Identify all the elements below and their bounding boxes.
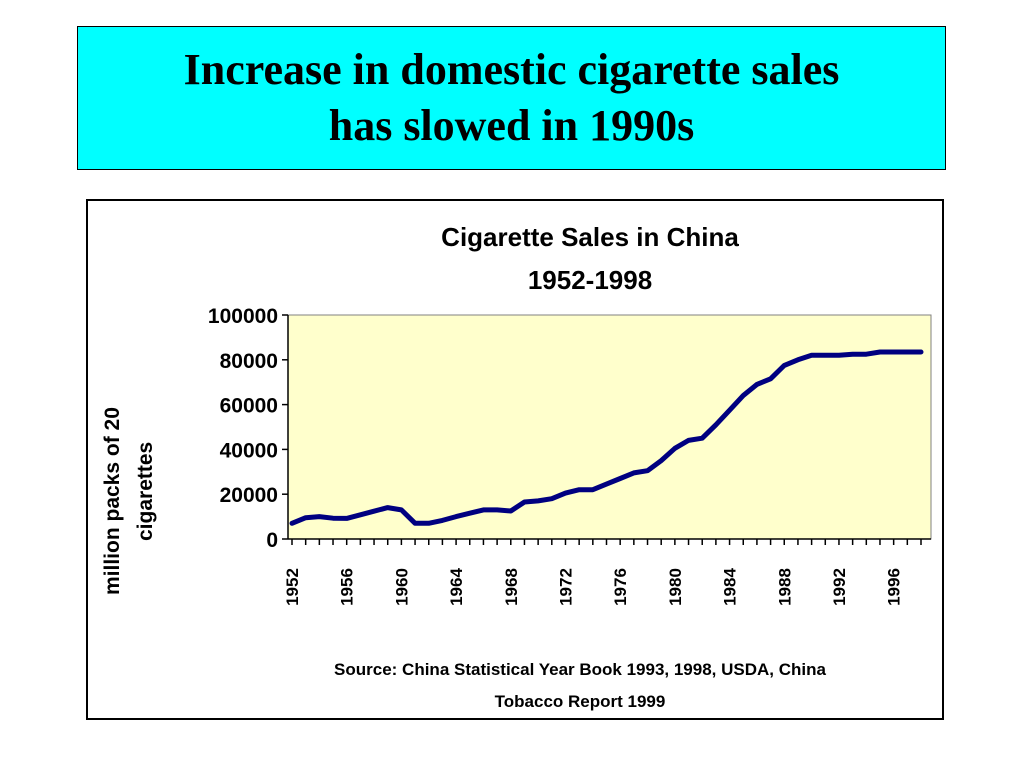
chart-title-line1: Cigarette Sales in China: [441, 222, 739, 252]
x-tick-label: 1968: [502, 568, 521, 606]
y-tick-label: 20000: [220, 484, 278, 507]
y-axis-label-line2: cigarettes: [134, 442, 157, 541]
plot-area: [287, 314, 932, 540]
x-tick-label: 1996: [885, 568, 904, 606]
y-tick-label: 100000: [208, 305, 278, 328]
slide-title-line2: has slowed in 1990s: [328, 101, 695, 150]
y-tick-label: 60000: [220, 395, 278, 418]
y-tick-labels: 0 20000 40000 60000 80000 100000: [208, 305, 278, 552]
y-axis-label: million packs of 20 cigarettes: [101, 407, 157, 595]
line-chart: Cigarette Sales in China 1952-1998 milli…: [101, 222, 932, 711]
x-tick-label: 1984: [721, 568, 740, 606]
x-tick-label: 1972: [556, 568, 575, 606]
chart-frame: Cigarette Sales in China 1952-1998 milli…: [86, 199, 944, 720]
axes: [282, 314, 931, 545]
x-tick-labels: 1952 1956 1960 1964 1968 1972 1976 1980 1984 1988…: [283, 568, 904, 606]
x-tick-label: 1960: [392, 568, 411, 606]
y-tick-label: 40000: [220, 439, 278, 462]
x-tick-label: 1992: [830, 568, 849, 606]
x-tick-label: 1952: [283, 568, 302, 606]
x-tick-label: 1956: [338, 568, 357, 606]
y-tick-label: 0: [266, 529, 278, 552]
y-tick-label: 80000: [220, 350, 278, 373]
source-note-line1: Source: China Statistical Year Book 1993…: [334, 660, 826, 679]
series-line-cigarette-sales: [289, 349, 924, 526]
slide-title-line1: Increase in domestic cigarette sales: [183, 45, 840, 94]
x-tick-label: 1976: [611, 568, 630, 606]
chart-title-line2: 1952-1998: [528, 265, 652, 295]
source-note-line2: Tobacco Report 1999: [495, 692, 666, 711]
x-tick-label: 1964: [447, 568, 466, 606]
x-tick-label: 1980: [666, 568, 685, 606]
x-tick-label: 1988: [775, 568, 794, 606]
y-axis-label-line1: million packs of 20: [101, 407, 124, 595]
slide-title: Increase in domestic cigarette sales has…: [77, 26, 946, 170]
